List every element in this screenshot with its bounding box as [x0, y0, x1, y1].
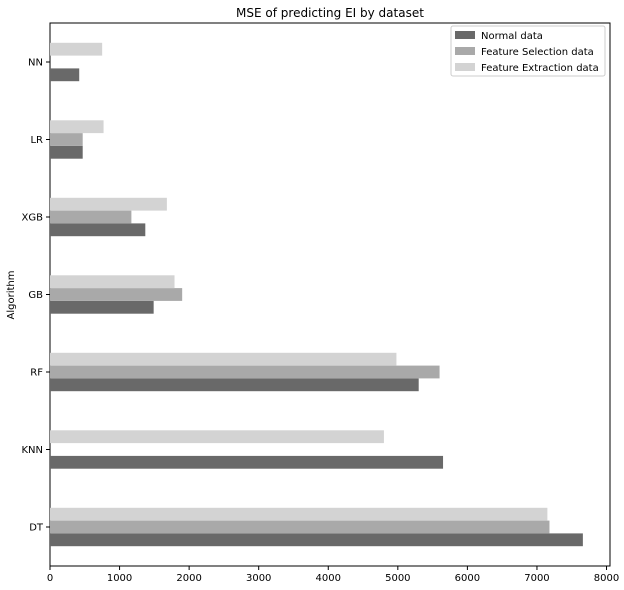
bar-xgb-feature-extraction-data: [50, 197, 167, 211]
y-tick-label: LR: [30, 135, 43, 146]
bar-gb-feature-extraction-data: [50, 275, 175, 289]
bar-rf-normal-data: [50, 378, 419, 392]
chart-title: MSE of predicting EI by dataset: [236, 6, 424, 20]
legend-entry-label: Feature Selection data: [481, 47, 594, 58]
x-tick-label: 8000: [594, 573, 619, 584]
y-tick-label: NN: [28, 58, 43, 69]
y-tick-label: XGB: [22, 213, 44, 224]
x-tick-label: 3000: [246, 573, 271, 584]
legend: Normal data Feature Selection data Feature…: [450, 25, 606, 77]
legend-entry-label: Normal data: [481, 31, 543, 42]
bar-dt-feature-selection-data: [50, 520, 550, 534]
bars-layer: [50, 42, 583, 547]
x-axis: 0 1000 2000 3000 4000 5000 6000 7000 8000: [47, 566, 619, 584]
legend-entry-label: Feature Extraction data: [481, 63, 599, 74]
x-tick-label: 5000: [385, 573, 410, 584]
y-axis-label: Algorithm: [6, 271, 17, 320]
bar-gb-normal-data: [50, 300, 154, 314]
bar-nn-normal-data: [50, 68, 80, 82]
x-tick-label: 0: [47, 573, 53, 584]
x-tick-label: 2000: [176, 573, 201, 584]
bar-rf-feature-extraction-data: [50, 352, 397, 366]
bar-xgb-feature-selection-data: [50, 210, 132, 224]
bar-lr-normal-data: [50, 145, 83, 159]
legend-swatch: [455, 47, 475, 55]
legend-swatch: [455, 63, 475, 71]
y-axis: DT KNN RF GB XGB LR NN: [21, 58, 50, 534]
y-tick-label: RF: [30, 368, 43, 379]
bar-gb-feature-selection-data: [50, 288, 183, 301]
x-tick-label: 7000: [524, 573, 549, 584]
bar-xgb-normal-data: [50, 223, 146, 237]
legend-swatch: [455, 31, 475, 39]
bar-rf-feature-selection-data: [50, 365, 440, 379]
bar-lr-feature-extraction-data: [50, 120, 104, 134]
x-tick-label: 6000: [455, 573, 480, 584]
y-tick-label: DT: [29, 523, 44, 534]
bar-dt-feature-extraction-data: [50, 507, 548, 521]
bar-dt-normal-data: [50, 533, 583, 547]
y-tick-label: KNN: [21, 445, 43, 456]
bar-knn-normal-data: [50, 455, 444, 469]
y-tick-label: GB: [28, 290, 43, 301]
bar-lr-feature-selection-data: [50, 133, 83, 146]
x-tick-label: 1000: [107, 573, 132, 584]
bar-knn-feature-extraction-data: [50, 430, 384, 444]
legend-box: [450, 25, 606, 77]
x-tick-label: 4000: [316, 573, 341, 584]
bar-nn-feature-extraction-data: [50, 42, 103, 56]
